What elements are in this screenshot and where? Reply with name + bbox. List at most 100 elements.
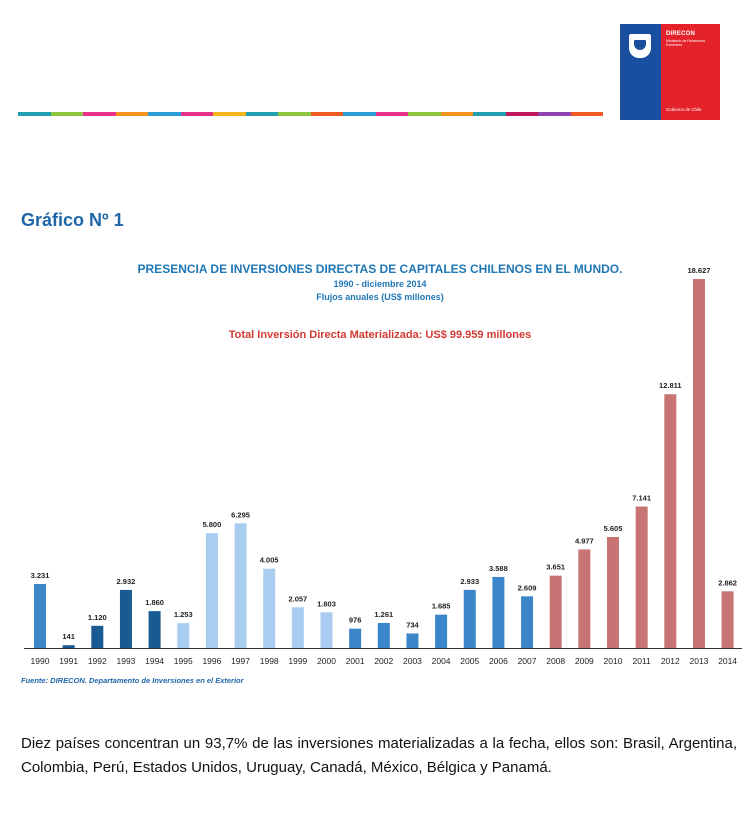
value-label-2006: 3.588 xyxy=(489,564,508,573)
bar-2000 xyxy=(320,612,333,648)
direcon-logo: DIRECON Ministerio de Relaciones Exterio… xyxy=(620,24,720,120)
x-tick-label-1990: 1990 xyxy=(31,656,50,666)
color-rule-segment xyxy=(18,112,51,116)
logo-subtitle: Ministerio de Relaciones Exteriores xyxy=(666,39,706,48)
x-tick-label-1997: 1997 xyxy=(231,656,250,666)
color-rule-segment xyxy=(180,112,213,116)
bar-1998 xyxy=(263,568,276,648)
value-label-1992: 1.120 xyxy=(88,613,107,622)
x-tick-label-2010: 2010 xyxy=(604,656,623,666)
logo-government: Gobierno de Chile xyxy=(666,107,702,112)
bar-2006 xyxy=(492,576,505,648)
chart-source: Fuente: DIRECON. Departamento de Inversi… xyxy=(21,676,244,685)
bar-2011 xyxy=(635,506,648,648)
x-tick-label-1991: 1991 xyxy=(59,656,78,666)
x-tick-label-2013: 2013 xyxy=(689,656,708,666)
color-rule-segment xyxy=(408,112,441,116)
x-tick-label-1995: 1995 xyxy=(174,656,193,666)
bar-1996 xyxy=(205,533,218,648)
color-rule-segment xyxy=(570,112,603,116)
bar-2004 xyxy=(435,614,448,648)
color-rule-segment xyxy=(538,112,571,116)
bar-2001 xyxy=(349,628,362,648)
bar-2008 xyxy=(549,575,562,648)
x-tick-label-2008: 2008 xyxy=(546,656,565,666)
bar-1992 xyxy=(91,625,104,648)
bar-1997 xyxy=(234,523,247,648)
value-labels-group: 3.231 141 1.120 2.932 1.860 1.253 5.800 6.295 4.… xyxy=(31,266,737,641)
x-tick-label-1994: 1994 xyxy=(145,656,164,666)
color-rule-segment xyxy=(375,112,408,116)
value-label-2009: 4.977 xyxy=(575,536,594,545)
color-rule-segment xyxy=(213,112,246,116)
value-label-1998: 4.005 xyxy=(260,556,279,565)
body-paragraph: Diez países concentran un 93,7% de las i… xyxy=(21,735,737,776)
value-label-2004: 1.685 xyxy=(432,602,451,611)
bar-1990 xyxy=(34,583,46,648)
x-tick-label-2009: 2009 xyxy=(575,656,594,666)
value-label-2003: 734 xyxy=(406,620,419,629)
color-rule-segment xyxy=(505,112,538,116)
chart-subtitle: 1990 - diciembre 2014 xyxy=(333,279,427,289)
x-tick-label-1993: 1993 xyxy=(116,656,135,666)
value-label-1993: 2.932 xyxy=(117,577,136,586)
logo-red-panel: DIRECON Ministerio de Relaciones Exterio… xyxy=(661,24,720,120)
value-label-1997: 6.295 xyxy=(231,510,250,519)
color-rule-segment xyxy=(148,112,181,116)
chart-total-annotation: Total Inversión Directa Materializada: U… xyxy=(228,329,532,341)
bar-2009 xyxy=(578,549,591,648)
x-tick-label-2000: 2000 xyxy=(317,656,336,666)
bar-2012 xyxy=(664,394,677,648)
x-tick-label-2006: 2006 xyxy=(489,656,508,666)
value-label-2008: 3.651 xyxy=(546,563,565,572)
color-rule-segment xyxy=(343,112,376,116)
x-tick-label-1998: 1998 xyxy=(260,656,279,666)
bar-2007 xyxy=(521,596,534,648)
color-rule-segment xyxy=(115,112,148,116)
bars-group xyxy=(34,279,734,648)
x-tick-label-2012: 2012 xyxy=(661,656,680,666)
x-tick-label-2005: 2005 xyxy=(460,656,479,666)
color-rule-segment xyxy=(245,112,278,116)
value-label-2012: 12.811 xyxy=(659,381,682,390)
value-label-2011: 7.141 xyxy=(632,494,651,503)
value-label-1991: 141 xyxy=(62,632,75,641)
bar-1993 xyxy=(119,589,132,648)
chart-units: Flujos anuales (US$ millones) xyxy=(316,292,444,302)
value-label-1995: 1.253 xyxy=(174,610,193,619)
bar-2014 xyxy=(721,591,734,648)
value-label-2014: 2.862 xyxy=(718,578,737,587)
bar-2005 xyxy=(463,589,476,648)
value-label-2007: 2.609 xyxy=(518,583,537,592)
color-rule-segment xyxy=(440,112,473,116)
logo-name: DIRECON xyxy=(666,31,696,37)
x-tick-label-2001: 2001 xyxy=(346,656,365,666)
value-label-2013: 18.627 xyxy=(687,266,710,275)
color-rule-segment xyxy=(310,112,343,116)
bar-2002 xyxy=(377,623,390,648)
bar-2010 xyxy=(607,536,619,648)
shield-icon xyxy=(629,34,651,58)
value-label-1994: 1.860 xyxy=(145,598,164,607)
bar-1994 xyxy=(148,611,161,648)
x-tick-label-1992: 1992 xyxy=(88,656,107,666)
x-tick-label-2004: 2004 xyxy=(432,656,451,666)
value-label-1996: 5.800 xyxy=(203,520,222,529)
bar-1995 xyxy=(177,623,190,648)
color-rule-segment xyxy=(278,112,311,116)
chart-title: PRESENCIA DE INVERSIONES DIRECTAS DE CAP… xyxy=(137,262,623,276)
header-color-rule xyxy=(18,112,603,116)
x-tick-label-2011: 2011 xyxy=(633,656,652,666)
value-label-1999: 2.057 xyxy=(288,594,307,603)
value-label-2001: 976 xyxy=(349,616,362,625)
bar-2003 xyxy=(406,633,419,648)
x-tick-label-2014: 2014 xyxy=(718,656,737,666)
value-label-1990: 3.231 xyxy=(31,571,50,580)
x-tick-label-2003: 2003 xyxy=(403,656,422,666)
section-title: Gráfico Nº 1 xyxy=(21,210,124,230)
value-label-2002: 1.261 xyxy=(374,610,393,619)
x-tick-label-1999: 1999 xyxy=(288,656,307,666)
bar-2013 xyxy=(692,279,705,648)
color-rule-segment xyxy=(83,112,116,116)
